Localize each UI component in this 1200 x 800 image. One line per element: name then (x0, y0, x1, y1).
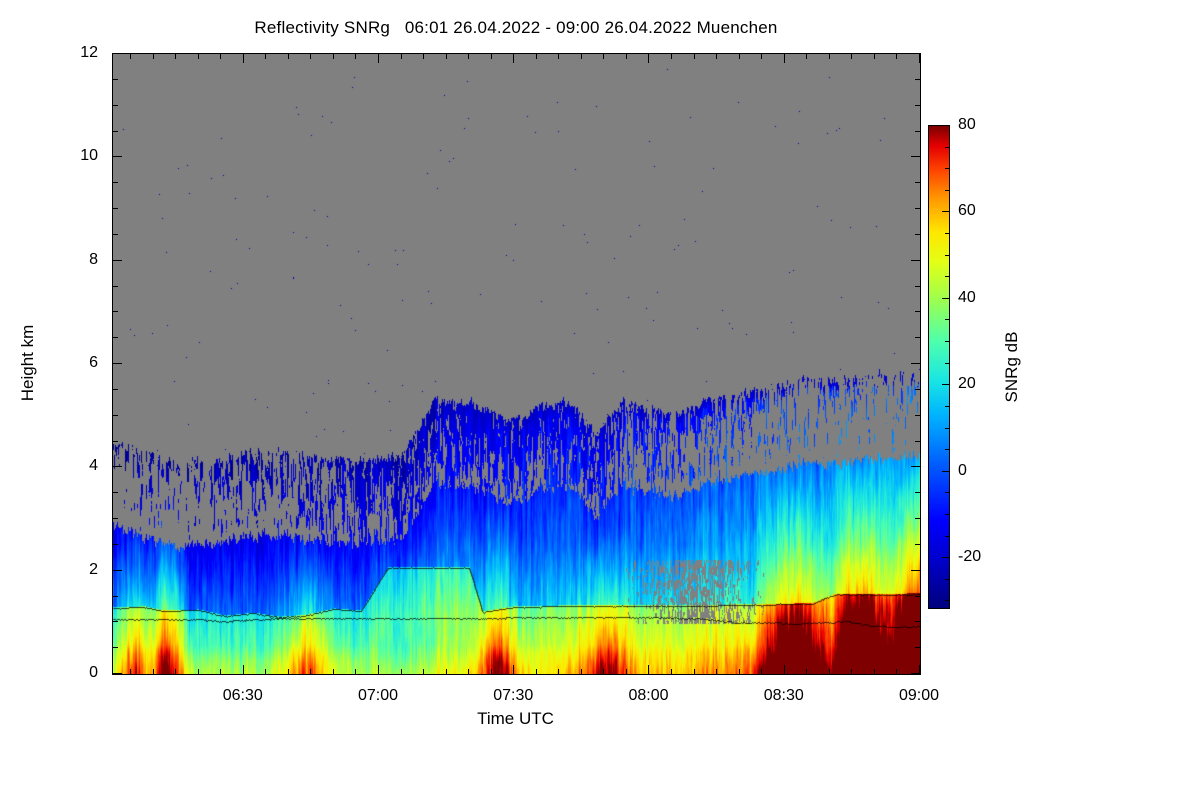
page-title: Reflectivity SNRg 06:01 26.04.2022 - 09:… (254, 18, 778, 37)
colorbar-title: SNRg dB (1002, 331, 1021, 403)
y-axis-title: Height km (18, 324, 37, 402)
y-tick-label: 12 (80, 44, 98, 61)
colorbar-tick-label: -20 (958, 548, 982, 566)
x-tick-label: 07:30 (493, 687, 534, 704)
x-tick-label: 07:00 (357, 687, 399, 704)
y-tick-label: 4 (89, 457, 98, 475)
colorbar-tick-label: 40 (958, 288, 976, 306)
colorbar-gradient (928, 125, 950, 609)
colorbar[interactable] (928, 125, 950, 609)
colorbar-tick-label: 0 (958, 461, 967, 479)
y-tick-label: 10 (80, 147, 98, 165)
colorbar-tick-label: 20 (958, 375, 976, 393)
colorbar-tick-label: 80 (958, 116, 976, 133)
colorbar-tick-label: 60 (958, 202, 976, 220)
x-tick-label: 08:30 (763, 687, 804, 704)
x-tick-label: 06:30 (222, 687, 263, 704)
reflectivity-heatmap-canvas[interactable] (113, 54, 920, 674)
x-tick-label: 09:00 (898, 687, 940, 704)
x-axis-title: Time UTC (477, 709, 554, 728)
y-tick-label: 0 (89, 664, 98, 681)
y-tick-label: 6 (89, 354, 98, 371)
plot-area[interactable] (112, 53, 921, 675)
y-tick-label: 8 (89, 250, 98, 268)
x-tick-label: 08:00 (628, 687, 669, 704)
y-tick-label: 2 (89, 560, 98, 578)
